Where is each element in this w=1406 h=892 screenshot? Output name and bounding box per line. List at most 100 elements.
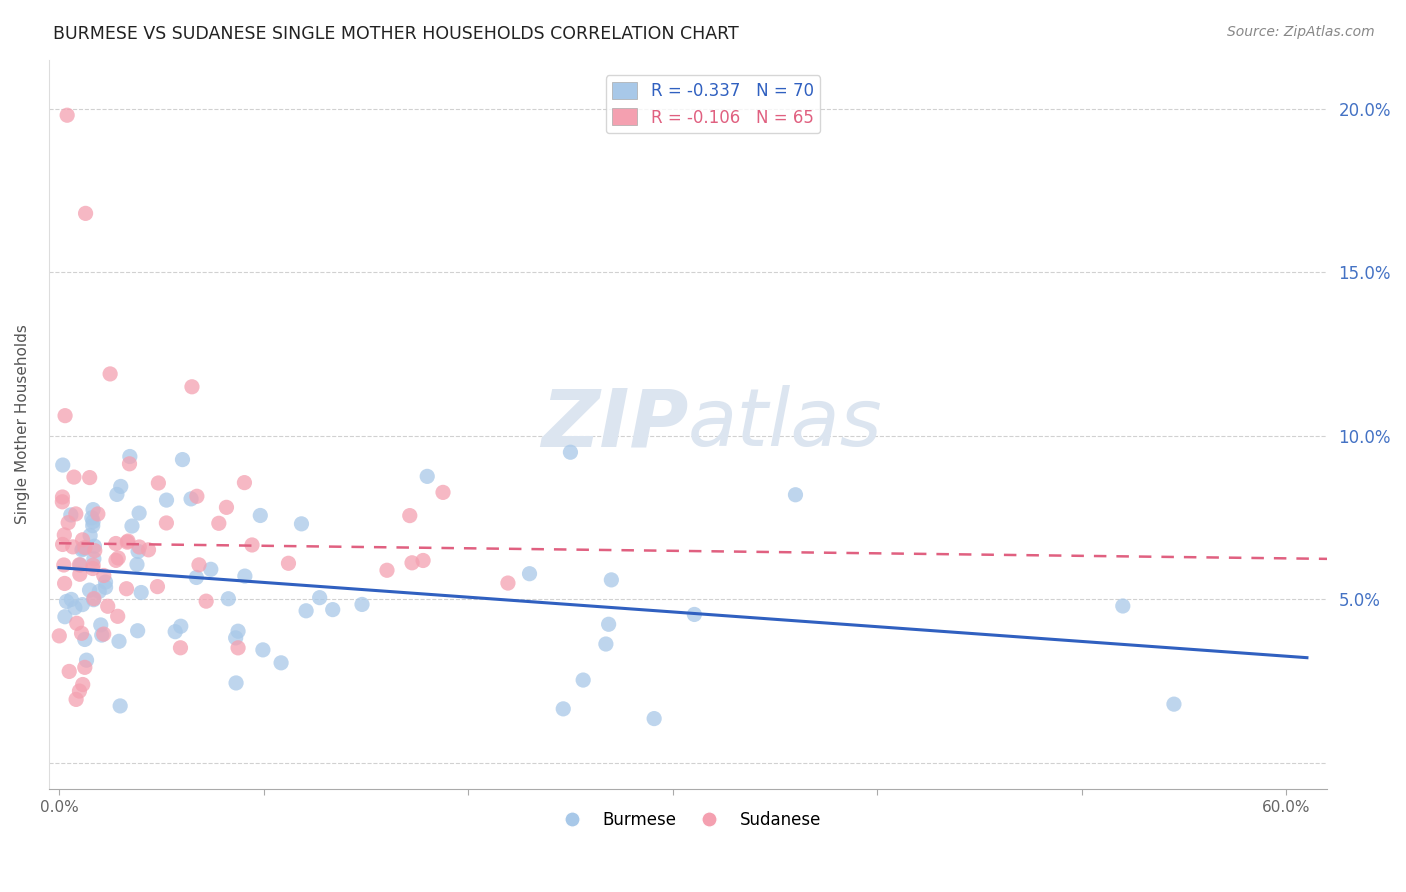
Point [63,470,86,484]
Point [80,510,103,524]
Point [208,516,231,531]
Point [146,580,169,594]
Point [97,599,120,614]
Point [643,712,665,726]
Point [598,617,620,632]
Point [82,561,104,575]
Point [72,677,94,691]
Point [90,628,112,642]
Point [127,624,149,638]
Point [233,569,256,583]
Point [90,618,112,632]
Point [155,516,177,530]
Point [290,516,312,531]
Point [432,485,454,500]
Point [82,518,104,533]
Point [62,540,84,554]
Point [79,470,101,484]
Point [59,508,82,522]
Point [225,676,247,690]
Point [83,539,105,553]
Point [63,600,86,615]
Point [107,551,129,566]
Point [52,458,75,472]
Point [69,567,91,582]
Point [270,656,292,670]
Point [93,568,115,582]
Text: atlas: atlas [688,385,883,464]
Point [53,528,76,542]
Text: Source: ZipAtlas.com: Source: ZipAtlas.com [1227,25,1375,39]
Point [118,457,141,471]
Point [129,585,152,599]
Point [785,488,807,502]
Point [225,631,247,645]
Point [69,558,91,572]
Point [58,665,80,679]
Point [66,616,89,631]
Point [105,487,128,501]
Point [73,541,96,555]
Point [73,660,96,674]
Point [117,535,139,549]
Point [226,640,249,655]
Point [72,541,94,556]
Point [496,576,519,591]
Point [52,537,75,551]
Point [186,570,208,584]
Point [252,643,274,657]
Point [172,452,194,467]
Point [249,508,271,523]
Point [53,609,76,624]
Point [572,673,595,687]
Point [72,533,94,547]
Point [83,591,105,606]
Point [79,528,101,542]
Point [117,534,139,549]
Point [89,584,111,599]
Point [233,475,256,490]
Point [375,563,398,577]
Point [60,592,83,607]
Point [110,479,132,493]
Point [65,692,87,706]
Point [200,562,222,576]
Point [226,624,249,639]
Legend: Burmese, Sudanese: Burmese, Sudanese [548,805,827,836]
Point [401,556,423,570]
Point [82,502,104,516]
Point [108,698,131,713]
Point [217,591,239,606]
Point [51,490,73,504]
Point [55,594,77,608]
Point [72,598,94,612]
Point [295,604,318,618]
Point [186,489,208,503]
Point [308,591,330,605]
Point [181,380,204,394]
Point [51,495,73,509]
Point [56,108,79,122]
Point [560,445,582,459]
Point [169,640,191,655]
Point [118,450,141,464]
Point [553,702,575,716]
Point [215,500,238,515]
Point [87,507,110,521]
Point [52,558,75,572]
Point [595,637,617,651]
Point [93,627,115,641]
Point [83,592,105,607]
Point [128,540,150,554]
Point [188,558,211,572]
Point [79,583,101,598]
Point [519,566,541,581]
Point [104,553,127,567]
Point [683,607,706,622]
Point [138,542,160,557]
Point [108,634,131,648]
Point [73,632,96,647]
Point [48,629,70,643]
Point [70,542,93,557]
Point [165,624,187,639]
